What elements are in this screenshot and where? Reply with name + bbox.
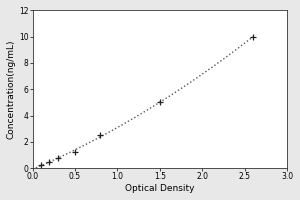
Y-axis label: Concentration(ng/mL): Concentration(ng/mL) (7, 40, 16, 139)
X-axis label: Optical Density: Optical Density (125, 184, 194, 193)
